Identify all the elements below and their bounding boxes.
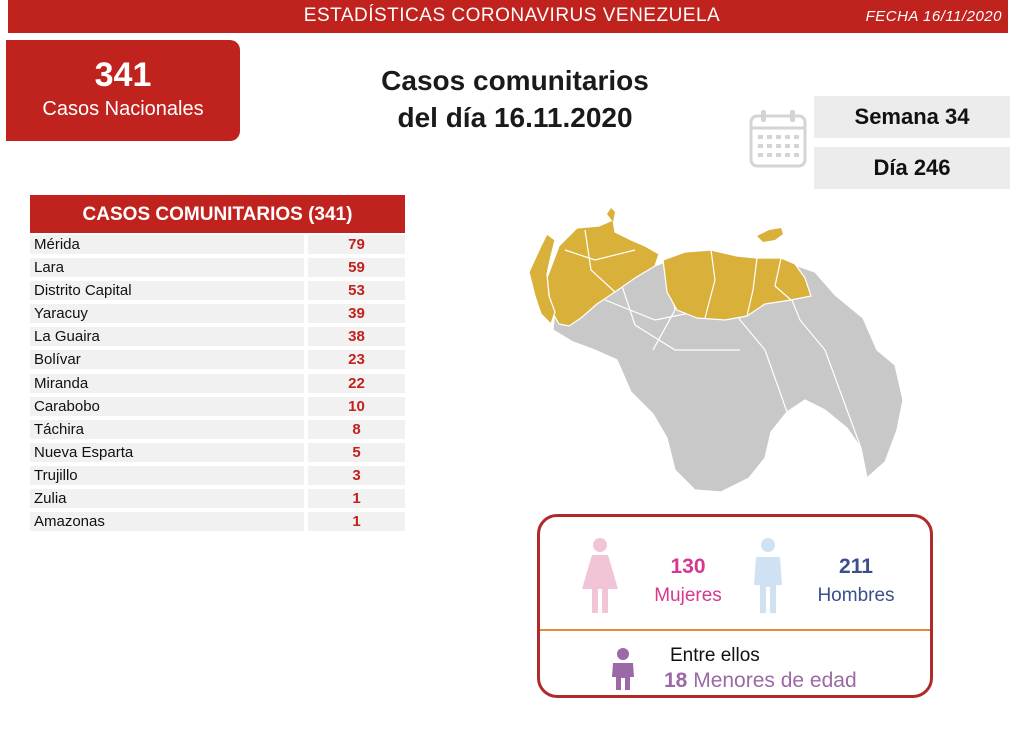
state-cases: 53	[308, 281, 405, 301]
state-cases: 8	[308, 419, 405, 439]
community-cases-table: CASOS COMUNITARIOS (341) Mérida 79 Lara 59 D…	[30, 195, 405, 533]
table-row: La Guaira 38	[30, 325, 405, 348]
state-cases: 59	[308, 258, 405, 278]
female-count: 130	[670, 555, 706, 578]
table-row: Distrito Capital 53	[30, 279, 405, 302]
state-cases: 5	[308, 442, 405, 462]
map-highlight-peninsula	[607, 208, 615, 222]
table-row: Mérida 79	[30, 233, 405, 256]
table-row: Táchira 8	[30, 418, 405, 441]
minors-text: 18 Menores de edad	[664, 669, 857, 693]
header-date: FECHA 16/11/2020	[865, 8, 1002, 25]
male-icon	[754, 538, 782, 613]
table-row: Yaracuy 39	[30, 302, 405, 325]
child-icon	[612, 648, 634, 690]
table-row: Bolívar 23	[30, 348, 405, 371]
table-row: Nueva Esparta 5	[30, 441, 405, 464]
male-count: 211	[839, 555, 873, 578]
state-name: Amazonas	[30, 512, 304, 532]
state-name: Yaracuy	[30, 304, 304, 324]
map-highlight-center-east	[662, 249, 812, 321]
venezuela-map	[528, 208, 904, 493]
national-cases-card: 341 Casos Nacionales	[6, 40, 240, 141]
female-label: Mujeres	[654, 585, 722, 606]
state-name: Bolívar	[30, 350, 304, 370]
header-bar: ESTADÍSTICAS CORONAVIRUS VENEZUELA FECHA…	[0, 0, 1024, 34]
calendar-icon	[749, 110, 807, 168]
state-name: Trujillo	[30, 465, 304, 485]
national-cases-label: Casos Nacionales	[42, 98, 204, 120]
header-title: ESTADÍSTICAS CORONAVIRUS VENEZUELA	[303, 5, 721, 26]
state-cases: 10	[308, 396, 405, 416]
table-row: Trujillo 3	[30, 464, 405, 487]
state-name: Miranda	[30, 373, 304, 393]
state-cases: 22	[308, 373, 405, 393]
minors-label: Menores de edad	[693, 669, 857, 692]
table-body: Mérida 79 Lara 59 Distrito Capital 53 Yaracuy 3…	[30, 233, 405, 533]
page-title-line1: Casos comunitarios	[381, 65, 649, 96]
header-background	[8, 0, 1008, 33]
state-cases: 1	[308, 489, 405, 509]
map-highlight-island	[757, 228, 783, 242]
table-row: Zulia 1	[30, 487, 405, 510]
state-cases: 79	[308, 235, 405, 254]
table-row: Amazonas 1	[30, 510, 405, 533]
state-name: Nueva Esparta	[30, 442, 304, 462]
state-name: Carabobo	[30, 396, 304, 416]
state-name: Distrito Capital	[30, 281, 304, 301]
male-label: Hombres	[817, 585, 895, 606]
state-name: Lara	[30, 258, 304, 278]
among-them-label: Entre ellos	[670, 645, 760, 666]
state-cases: 23	[308, 350, 405, 370]
female-icon	[582, 538, 618, 613]
state-name: La Guaira	[30, 327, 304, 347]
state-name: Mérida	[30, 235, 304, 254]
day-label: Día 246	[814, 147, 1010, 189]
minors-count: 18	[664, 669, 688, 692]
table-row: Miranda 22	[30, 372, 405, 395]
state-cases: 1	[308, 512, 405, 532]
state-cases: 3	[308, 465, 405, 485]
page-title: Casos comunitarios del día 16.11.2020	[350, 62, 680, 136]
state-name: Zulia	[30, 489, 304, 509]
table-row: Lara 59	[30, 256, 405, 279]
gender-breakdown-panel: 130 Mujeres 211 Hombres Entre ellos 18 M…	[537, 514, 933, 698]
state-cases: 39	[308, 304, 405, 324]
map-highlight-west	[546, 219, 660, 327]
panel-divider	[540, 629, 930, 631]
state-name: Táchira	[30, 419, 304, 439]
week-label: Semana 34	[814, 96, 1010, 138]
state-cases: 38	[308, 327, 405, 347]
table-row: Carabobo 10	[30, 395, 405, 418]
page-title-line2: del día 16.11.2020	[397, 102, 633, 133]
table-header: CASOS COMUNITARIOS (341)	[30, 195, 405, 233]
map-highlight-zulia	[528, 233, 556, 326]
national-cases-count: 341	[94, 56, 152, 94]
